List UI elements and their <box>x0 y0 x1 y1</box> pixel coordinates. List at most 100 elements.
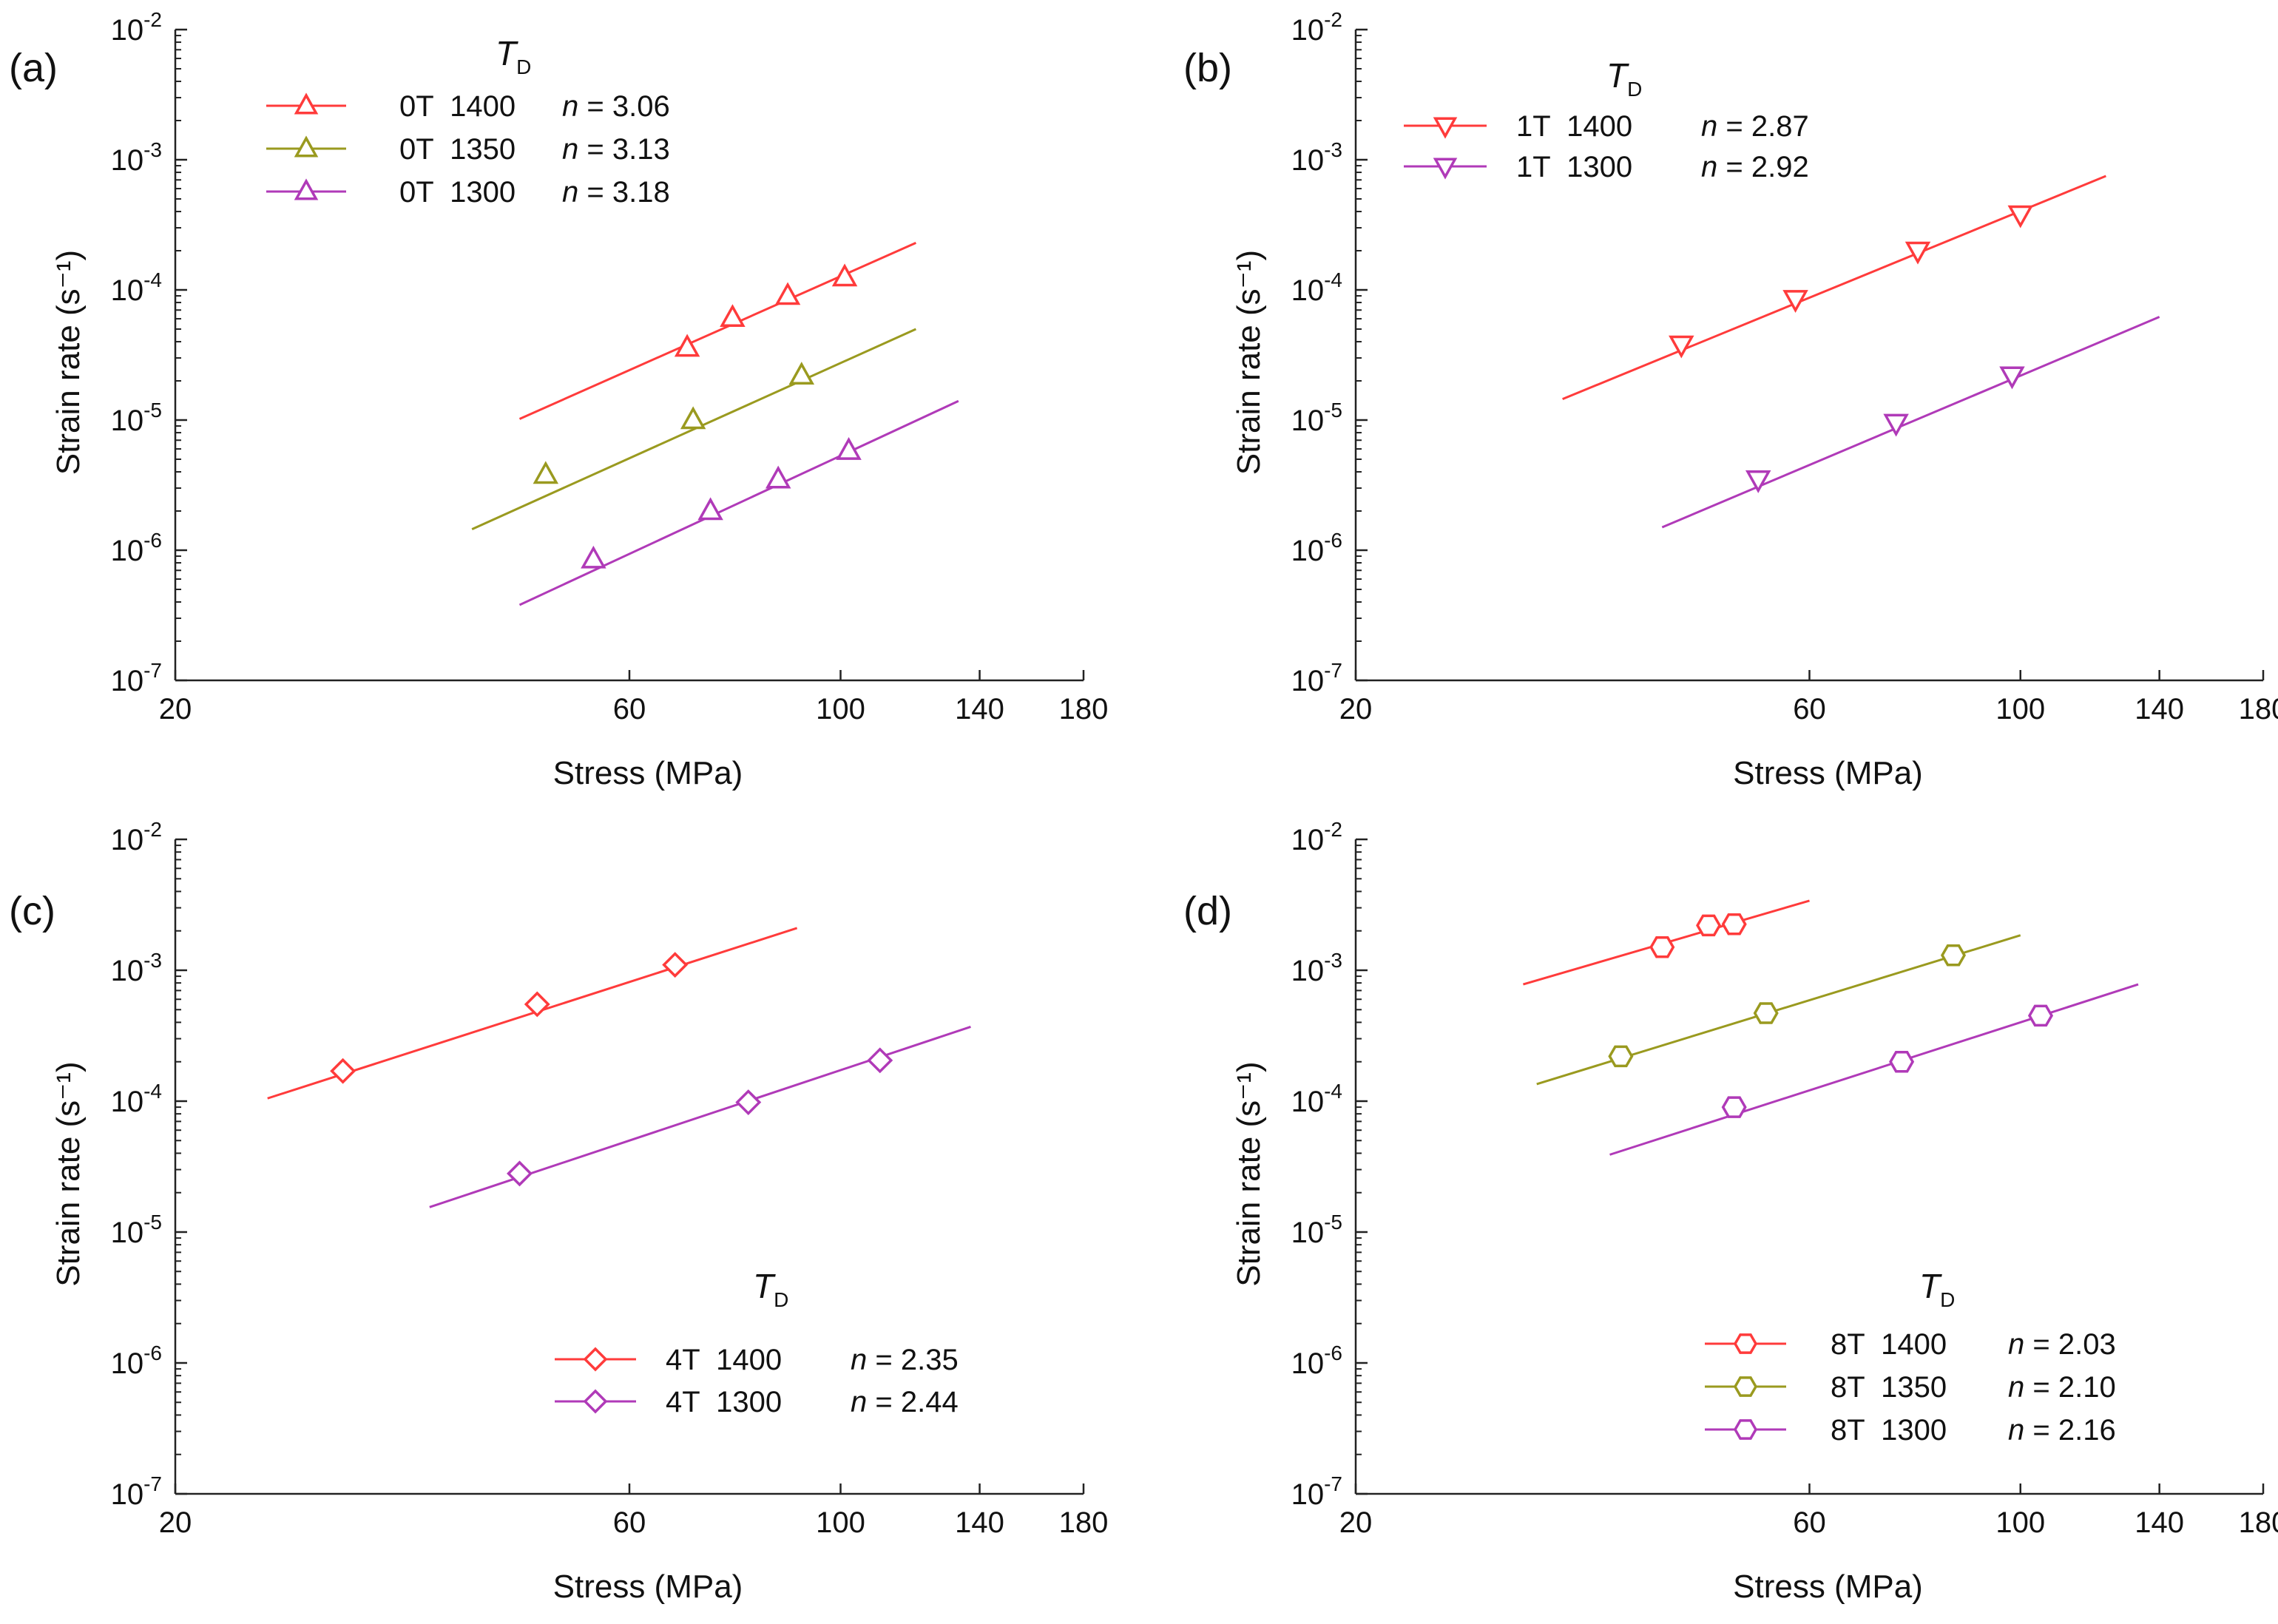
x-tick-label: 180 <box>1059 693 1109 725</box>
series-8T-1300: 8T 1300 n = 2.16 <box>1609 983 2139 1447</box>
data-point <box>867 1047 893 1074</box>
panel-letter: (c) <box>9 889 55 933</box>
y-tick-label: 10-2 <box>1291 8 1342 47</box>
legend-label: 1T 1300 <box>1516 151 1632 183</box>
x-tick-label: 60 <box>613 693 646 725</box>
chart-panel-a: (a) 10-7 10-6 10-5 10-4 10-3 10-2 20 60 100 140 180… <box>9 8 1108 791</box>
data-point <box>720 304 746 328</box>
y-tick-label: 10-7 <box>1291 1472 1342 1511</box>
legend-n-value: n = 2.87 <box>1701 110 1809 143</box>
x-tick-label: 60 <box>1793 693 1826 725</box>
series-8T-1400: 8T 1400 n = 2.03 <box>1523 899 2116 1361</box>
fit-line <box>1609 983 2139 1156</box>
y-tick-label: 10-2 <box>111 8 162 47</box>
data-point <box>1608 1045 1634 1068</box>
legend-marker <box>294 135 319 158</box>
data-point <box>774 282 801 305</box>
y-tick-label: 10-7 <box>111 1472 162 1511</box>
y-tick-label: 10-7 <box>1291 659 1342 697</box>
data-point <box>831 263 858 287</box>
y-tick-label: 10-3 <box>1291 949 1342 987</box>
data-point <box>1696 914 1722 937</box>
x-tick-label: 60 <box>1793 1506 1826 1539</box>
legend-n-value: n = 2.16 <box>2008 1414 2116 1447</box>
legend-n-value: n = 3.06 <box>562 90 670 123</box>
legend-label: 4T 1300 <box>666 1386 782 1418</box>
legend-marker <box>583 1347 608 1372</box>
y-tick-label: 10-6 <box>1291 529 1342 567</box>
chart-panel-c: (c) 10-7 10-6 10-5 10-4 10-3 10-2 20 60 100 140 180… <box>9 818 1108 1605</box>
data-point <box>1745 470 1771 493</box>
panel-letter: (d) <box>1183 889 1232 933</box>
x-tick-label: 20 <box>1339 1506 1373 1539</box>
y-tick-label: 10-6 <box>111 1342 162 1380</box>
legend-label: 8T 1300 <box>1831 1414 1947 1447</box>
legend-label: 8T 1350 <box>1831 1371 1947 1404</box>
y-tick-label: 10-5 <box>1291 1211 1342 1249</box>
x-tick-label: 20 <box>159 693 192 725</box>
data-point <box>765 465 791 489</box>
y-tick-label: 10-4 <box>111 1080 162 1118</box>
x-axis-title: Stress (MPa) <box>553 1569 743 1605</box>
data-point <box>581 545 606 569</box>
y-tick-label: 10-3 <box>111 138 162 177</box>
legend-title: TD <box>1606 56 1642 101</box>
data-point <box>1889 1050 1915 1073</box>
legend-title: TD <box>496 34 531 78</box>
y-tick-label: 10-6 <box>111 529 162 567</box>
data-point <box>330 1058 356 1084</box>
y-tick-label: 10-5 <box>1291 399 1342 437</box>
fit-line <box>518 241 917 420</box>
y-axis-title: Strain rate (s⁻¹) <box>1231 1061 1267 1286</box>
y-tick-label: 10-3 <box>111 949 162 987</box>
panel-letter: (b) <box>1183 46 1232 90</box>
data-point <box>1782 290 1808 314</box>
legend-n-value: n = 3.13 <box>562 133 670 166</box>
data-point <box>1883 413 1909 437</box>
x-axis-title: Stress (MPa) <box>1733 1569 1923 1605</box>
x-tick-label: 180 <box>1059 1506 1109 1539</box>
chart-panel-d: (d) 10-7 10-6 10-5 10-4 10-3 10-2 20 60 100 140 180… <box>1183 818 2278 1605</box>
legend-label: 0T 1400 <box>399 90 516 123</box>
x-tick-label: 100 <box>1995 693 2045 725</box>
fit-line <box>1661 316 2160 529</box>
legend-marker <box>583 1389 608 1414</box>
y-tick-label: 10-2 <box>1291 818 1342 856</box>
y-tick-label: 10-4 <box>111 268 162 307</box>
series-4T-1400: 4T 1400 n = 2.35 <box>267 927 959 1376</box>
x-tick-label: 60 <box>613 1506 646 1539</box>
data-point <box>2007 205 2033 229</box>
series-0T-1300: 0T 1300 n = 3.18 <box>266 176 959 606</box>
legend-n-value: n = 2.92 <box>1701 151 1809 183</box>
x-tick-label: 20 <box>1339 693 1373 725</box>
legend-marker <box>1733 1376 1758 1397</box>
legend-title: TD <box>753 1267 788 1311</box>
x-tick-label: 100 <box>816 693 865 725</box>
series-8T-1350: 8T 1350 n = 2.10 <box>1536 934 2116 1404</box>
data-point <box>524 991 550 1018</box>
x-tick-label: 140 <box>2135 1506 2184 1539</box>
data-point <box>1721 913 1747 936</box>
data-point <box>836 437 862 460</box>
legend-label: 8T 1400 <box>1831 1328 1947 1361</box>
data-point <box>1999 366 2025 390</box>
data-point <box>674 334 700 357</box>
series-1T-1300: 1T 1300 n = 2.92 <box>1404 151 2160 529</box>
data-point <box>697 497 723 521</box>
legend-marker <box>1733 1333 1758 1354</box>
x-tick-label: 180 <box>2239 693 2278 725</box>
data-point <box>507 1160 533 1187</box>
fit-line <box>518 399 959 606</box>
legend-title: TD <box>1919 1267 1955 1311</box>
x-axis-title: Stress (MPa) <box>1733 755 1923 791</box>
legend-label: 0T 1300 <box>399 176 516 209</box>
y-tick-label: 10-3 <box>1291 138 1342 177</box>
y-tick-label: 10-2 <box>111 818 162 856</box>
x-tick-label: 100 <box>816 1506 865 1539</box>
data-point <box>680 406 706 430</box>
fit-line <box>471 328 917 530</box>
legend-n-value: n = 2.44 <box>851 1386 959 1418</box>
chart-panel-b: (b) 10-7 10-6 10-5 10-4 10-3 10-2 20 60 100 140 180… <box>1183 8 2278 791</box>
data-point <box>1753 1002 1779 1024</box>
